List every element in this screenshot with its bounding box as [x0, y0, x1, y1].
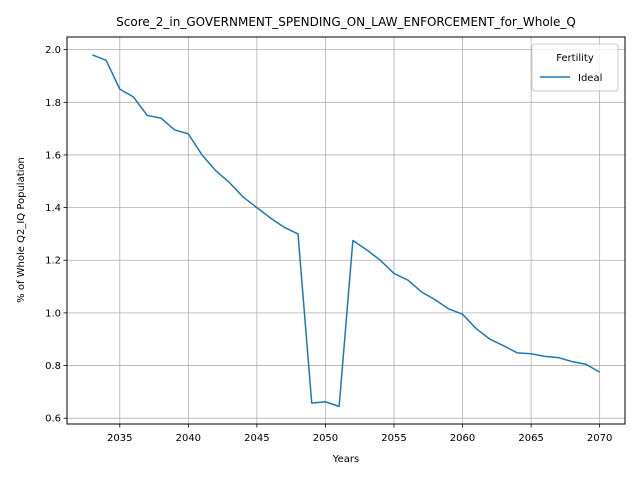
x-axis-ticks: 2035 2040 2045 2050 2055 2060 2065 2070: [107, 424, 612, 444]
x-tick-label: 2060: [450, 433, 475, 444]
legend-title: Fertility: [556, 53, 594, 64]
y-axis-ticks: 0.6 0.8 1.0 1.2 1.4 1.6 1.8 2.0: [45, 45, 67, 425]
y-axis-label: % of Whole Q2_IQ Population: [16, 157, 27, 303]
x-tick-label: 2045: [244, 433, 269, 444]
grid: [67, 37, 625, 424]
y-tick-label: 1.4: [45, 203, 61, 214]
chart-title: Score_2_in_GOVERNMENT_SPENDING_ON_LAW_EN…: [116, 15, 576, 29]
x-tick-label: 2040: [176, 433, 201, 444]
y-tick-label: 2.0: [45, 45, 61, 56]
x-tick-label: 2055: [381, 433, 406, 444]
y-tick-label: 1.6: [45, 150, 61, 161]
x-tick-label: 2035: [107, 433, 132, 444]
series-lines: [92, 54, 601, 408]
y-tick-label: 0.8: [45, 361, 61, 372]
y-tick-label: 1.0: [45, 308, 61, 319]
series-line-ideal: [92, 54, 601, 408]
x-tick-label: 2065: [518, 433, 543, 444]
y-tick-label: 1.2: [45, 256, 61, 267]
plot-area: [66, 36, 626, 425]
legend: Fertility Ideal: [531, 43, 619, 92]
x-tick-label: 2070: [587, 433, 612, 444]
legend-entry-label: Ideal: [578, 73, 602, 84]
x-tick-label: 2050: [313, 433, 338, 444]
y-tick-label: 1.8: [45, 98, 61, 109]
y-tick-label: 0.6: [45, 414, 61, 425]
legend-box: [531, 43, 619, 92]
x-axis-label: Years: [332, 454, 359, 465]
